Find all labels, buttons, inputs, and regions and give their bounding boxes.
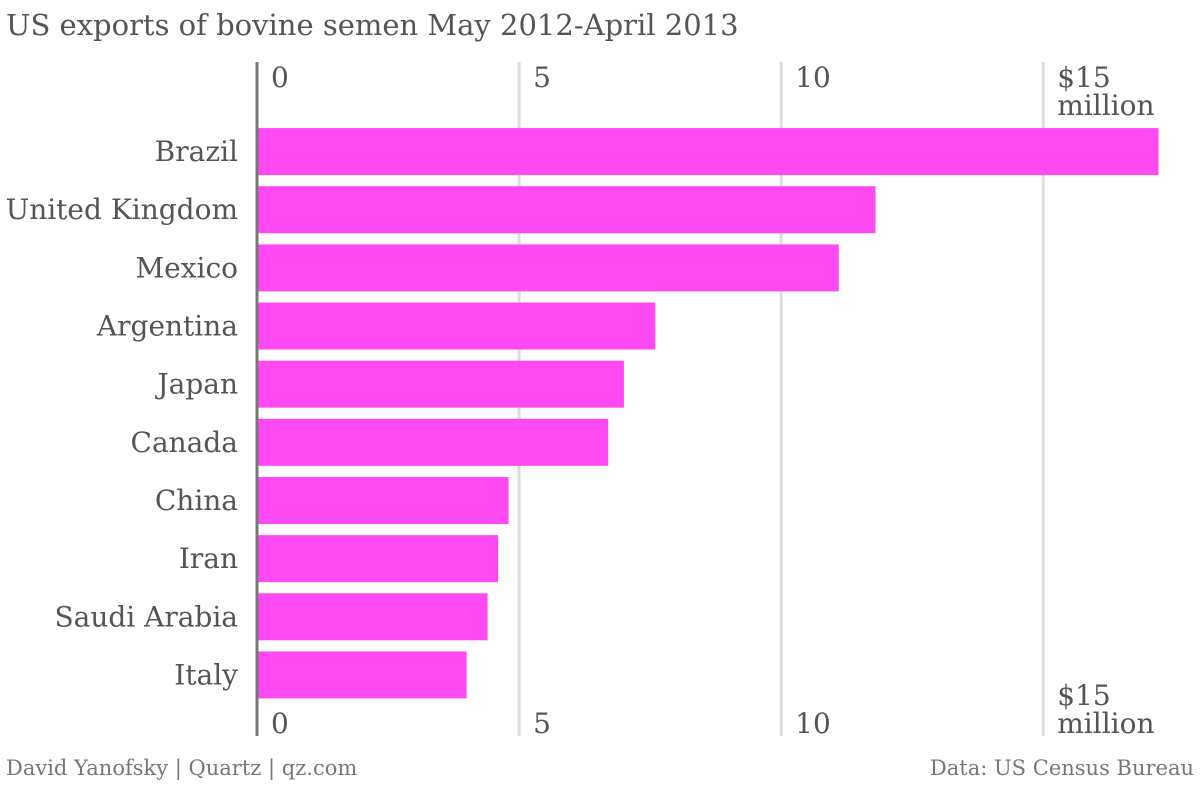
y-tick-label: Canada xyxy=(131,426,238,459)
y-tick-label: Argentina xyxy=(96,310,238,343)
y-tick-label: Brazil xyxy=(155,135,238,168)
x-tick-label-bottom: 0 xyxy=(271,707,289,740)
y-tick-label: Japan xyxy=(154,368,238,401)
bar xyxy=(258,476,509,524)
byline: David Yanofsky | Quartz | qz.com xyxy=(6,756,358,780)
bar xyxy=(258,128,1159,176)
source: Data: US Census Bureau xyxy=(929,756,1194,780)
x-tick-label-top: $15 million xyxy=(1057,61,1155,122)
bar xyxy=(258,651,467,699)
bar xyxy=(258,186,876,234)
chart-title: US exports of bovine semen May 2012-Apri… xyxy=(6,8,739,42)
y-tick-label: United Kingdom xyxy=(6,193,238,226)
bar xyxy=(258,418,609,466)
y-tick-label: Saudi Arabia xyxy=(54,600,238,633)
bar xyxy=(258,244,839,292)
bar xyxy=(258,593,488,641)
x-tick-label-top: 10 xyxy=(795,61,831,94)
x-tick-label-bottom: 5 xyxy=(533,707,551,740)
bar xyxy=(258,535,499,583)
x-tick-label-bottom: $15 million xyxy=(1057,679,1155,740)
y-tick-label: Iran xyxy=(179,542,238,575)
y-tick-label: China xyxy=(155,484,238,517)
y-tick-label: Mexico xyxy=(135,251,238,284)
bar xyxy=(258,302,656,350)
x-tick-label-bottom: 10 xyxy=(795,707,831,740)
x-tick-label-top: 5 xyxy=(533,61,551,94)
bar xyxy=(258,360,624,408)
y-tick-label: Italy xyxy=(174,658,238,691)
x-tick-label-top: 0 xyxy=(271,61,289,94)
